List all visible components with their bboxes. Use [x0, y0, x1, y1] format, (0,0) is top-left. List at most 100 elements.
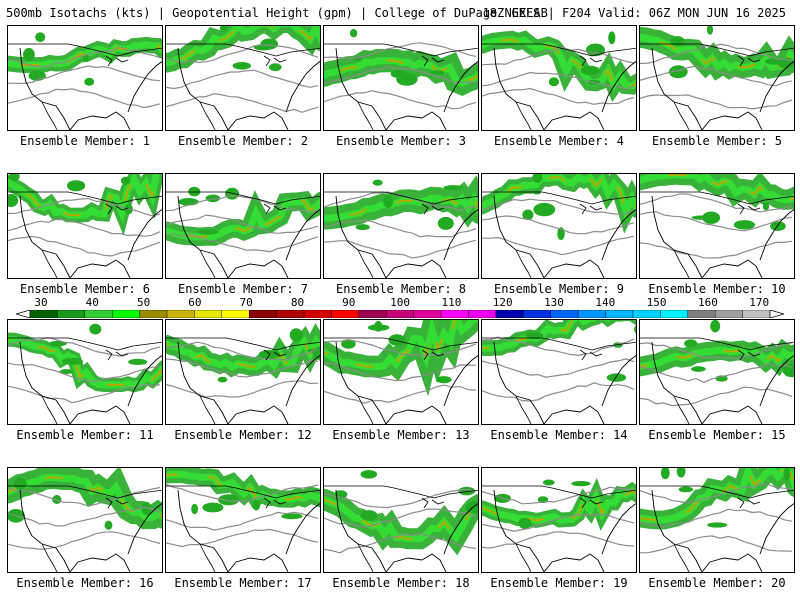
colorbar-swatch [714, 310, 743, 318]
ensemble-member-map [323, 319, 479, 425]
colorbar-swatch [468, 310, 497, 318]
colorbar-tick-label: 120 [492, 296, 513, 309]
ensemble-member-map [481, 467, 637, 573]
colorbar-swatch [550, 310, 579, 318]
ensemble-member-map [165, 25, 321, 131]
header-valid-time: 18Z GEFS | F204 Valid: 06Z MON JUN 16 20… [482, 6, 786, 20]
colorbar-swatch [194, 310, 223, 318]
map-graphic [482, 477, 636, 572]
colorbar-swatch [331, 310, 360, 318]
member-label: Ensemble Member: 9 [493, 282, 625, 296]
colorbar-swatch [632, 310, 661, 318]
colorbar-tick-label: 100 [390, 296, 411, 309]
member-label: Ensemble Member: 5 [651, 134, 783, 148]
ensemble-member-map [7, 25, 163, 131]
ensemble-member-map [7, 319, 163, 425]
ensemble-member-map [165, 173, 321, 279]
colorbar-swatch [495, 310, 524, 318]
map-graphic [8, 468, 162, 572]
map-graphic [324, 29, 478, 130]
ensemble-member-map [481, 25, 637, 131]
colorbar-tick-label: 80 [290, 296, 305, 309]
member-label: Ensemble Member: 16 [16, 576, 154, 590]
color-scale-bar [16, 310, 784, 318]
map-graphic [166, 322, 320, 424]
member-label: Ensemble Member: 2 [177, 134, 309, 148]
colorbar-swatch [577, 310, 606, 318]
map-graphic [640, 468, 794, 572]
member-label: Ensemble Member: 1 [19, 134, 151, 148]
ensemble-member-map [639, 467, 795, 573]
colorbar-swatch [523, 310, 551, 318]
member-label: Ensemble Member: 18 [332, 576, 470, 590]
member-label: Ensemble Member: 19 [490, 576, 628, 590]
colorbar-swatch [386, 310, 414, 318]
member-label: Ensemble Member: 15 [648, 428, 786, 442]
ensemble-member-map [7, 467, 163, 573]
colorbar-swatch [57, 310, 86, 318]
ensemble-member-map [481, 319, 637, 425]
colorbar-right-arrow [769, 310, 784, 318]
ensemble-member-map [639, 319, 795, 425]
colorbar-tick-label: 90 [342, 296, 356, 309]
member-label: Ensemble Member: 8 [335, 282, 467, 296]
member-label: Ensemble Member: 12 [174, 428, 312, 442]
member-label: Ensemble Member: 3 [335, 134, 467, 148]
member-label: Ensemble Member: 6 [19, 282, 151, 296]
header-title: 500mb Isotachs (kts) | Geopotential Heig… [6, 6, 548, 20]
colorbar-tick-label: 160 [697, 296, 718, 309]
map-graphic [324, 320, 478, 424]
colorbar-tick-label: 30 [34, 296, 48, 309]
colorbar-swatch [413, 310, 442, 318]
colorbar-swatch [112, 310, 140, 318]
colorbar-swatch [276, 310, 305, 318]
map-graphic [640, 174, 794, 278]
ensemble-member-map [323, 173, 479, 279]
colorbar-swatch [358, 310, 387, 318]
colorbar-left-arrow [16, 310, 31, 318]
ensemble-member-map [7, 173, 163, 279]
colorbar-swatch [605, 310, 634, 318]
ensemble-member-map [481, 173, 637, 279]
member-label: Ensemble Member: 11 [16, 428, 154, 442]
colorbar-swatch [303, 310, 332, 318]
map-graphic [640, 26, 794, 130]
colorbar-swatch [660, 310, 688, 318]
map-graphic [8, 323, 162, 424]
colorbar-swatch [221, 310, 250, 318]
colorbar-tick-label: 150 [646, 296, 667, 309]
colorbar-tick-label: 50 [136, 296, 151, 309]
member-label: Ensemble Member: 4 [493, 134, 625, 148]
map-graphic [324, 470, 478, 572]
ensemble-member-map [323, 467, 479, 573]
colorbar-tick-label: 170 [749, 296, 770, 309]
map-graphic [640, 320, 794, 424]
map-graphic [166, 26, 320, 130]
map-graphic [482, 320, 636, 424]
header: 500mb Isotachs (kts) | Geopotential Heig… [0, 0, 800, 24]
ensemble-member-map [165, 467, 321, 573]
map-graphic [324, 175, 478, 278]
map-graphic [8, 32, 162, 130]
map-graphic [8, 174, 162, 278]
colorbar-swatch [687, 310, 716, 318]
map-graphic [166, 468, 320, 572]
colorbar-tick-label: 140 [595, 296, 616, 309]
colorbar-tick-label: 40 [85, 296, 99, 309]
member-label: Ensemble Member: 20 [648, 576, 786, 590]
colorbar-swatch [29, 310, 58, 318]
ensemble-member-map [639, 25, 795, 131]
map-graphic [482, 174, 636, 278]
colorbar-tick-label: 110 [441, 296, 462, 309]
colorbar-swatch [249, 310, 277, 318]
colorbar-swatch [84, 310, 113, 318]
map-graphic [482, 30, 636, 130]
member-label: Ensemble Member: 10 [648, 282, 786, 296]
colorbar-swatch [166, 310, 195, 318]
colorbar-tick-label: 130 [544, 296, 564, 309]
member-label: Ensemble Member: 17 [174, 576, 312, 590]
colorbar-swatch [440, 310, 469, 318]
colorbar-tick-label: 70 [239, 296, 253, 309]
member-label: Ensemble Member: 13 [332, 428, 470, 442]
colorbar-swatch [742, 310, 771, 318]
